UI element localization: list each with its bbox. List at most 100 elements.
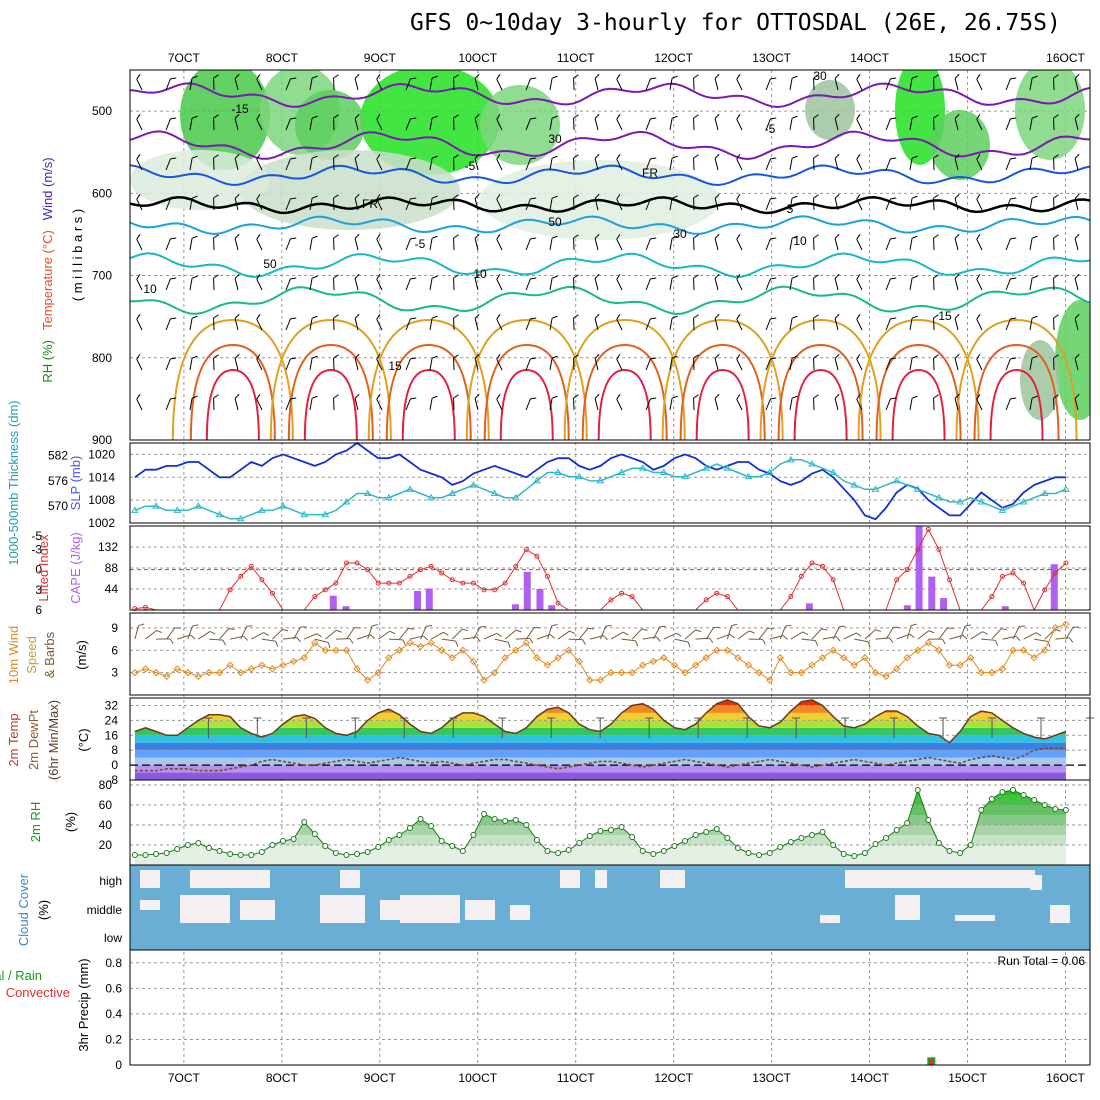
wind-barb <box>954 393 960 411</box>
wind-barb <box>1053 274 1059 291</box>
rh-point <box>756 852 763 858</box>
wind-barb <box>885 397 897 411</box>
precip-tick: 0.4 <box>105 1007 122 1021</box>
wind-barb <box>256 274 263 291</box>
temp-ylabel-2: 2m DewPt <box>26 710 41 770</box>
temp-contour-5 <box>130 215 1090 236</box>
wind-speed-point <box>459 646 467 654</box>
wind-barb <box>909 75 918 91</box>
rh-point <box>935 840 942 846</box>
wind-barb <box>549 395 558 411</box>
lifted-index-point <box>418 567 424 573</box>
wind-speed-point <box>363 676 372 684</box>
wind-barb <box>573 154 579 171</box>
rh-point <box>258 849 265 855</box>
wind-barb <box>573 394 579 411</box>
x-tick-bottom: 8OCT <box>266 1071 299 1085</box>
rh-point <box>533 837 540 843</box>
wind-barb <box>834 233 840 251</box>
lifted-index-point <box>608 597 614 603</box>
x-tick-bottom: 7OCT <box>168 1071 201 1085</box>
wind-barb <box>234 153 240 171</box>
wind-barb <box>616 274 623 291</box>
clear-sky-block <box>340 870 360 888</box>
thickness-marker <box>384 493 393 501</box>
wind-barb <box>1029 315 1038 331</box>
wind-speed-point <box>850 661 859 669</box>
rh-point <box>1031 797 1038 803</box>
rh-point <box>459 848 466 854</box>
wind-speed-point <box>247 665 255 673</box>
wind-speed-point <box>861 654 869 662</box>
lifted-index-point <box>894 577 900 583</box>
thickness-marker <box>321 510 330 518</box>
rh-point <box>925 817 932 823</box>
surface-temp-contour <box>661 318 784 440</box>
wind-barb <box>1074 193 1080 211</box>
wind-barb <box>813 114 819 131</box>
wind-barb <box>616 234 623 251</box>
wind-speed-point <box>924 639 933 647</box>
thickness-marker <box>173 506 182 513</box>
contour-label: 5 <box>787 202 794 216</box>
rh-point <box>660 848 667 854</box>
wind-barb <box>213 394 219 411</box>
pressure-tick: 700 <box>92 269 112 283</box>
lifted-index-point <box>545 573 551 579</box>
temp-ylabel-3: (6hr Min/Max) <box>46 700 61 780</box>
lifted-index-point <box>365 567 371 573</box>
precip-convective-bar <box>929 1059 934 1065</box>
thickness-marker <box>998 506 1007 513</box>
wind-speed-point <box>966 654 975 662</box>
clear-sky-block <box>400 895 460 923</box>
lifted-index-point <box>513 563 519 569</box>
wind-barb <box>515 637 534 644</box>
wind-barb <box>693 274 699 291</box>
wind-barb <box>429 395 438 411</box>
wind-barb <box>496 74 503 91</box>
wind-barb <box>256 314 263 331</box>
lifted-index-point <box>460 580 466 586</box>
wind-barb <box>594 193 600 211</box>
wind-barb <box>251 632 269 640</box>
wind-barb <box>1053 354 1059 371</box>
clear-sky-block <box>140 900 160 910</box>
wind-barb <box>789 75 798 91</box>
wind-barb <box>285 357 297 371</box>
wind-barb <box>758 627 774 640</box>
wind-barb <box>599 624 612 640</box>
wind-barb <box>834 153 840 171</box>
wind-barb <box>573 194 579 211</box>
slp-tick: 1008 <box>88 493 115 507</box>
wind-barb <box>376 314 383 331</box>
wind-barb <box>376 234 383 251</box>
cape-bar <box>425 588 433 610</box>
wind-barb <box>1074 353 1080 371</box>
x-tick-top: 15OCT <box>948 51 987 65</box>
rh-band <box>134 790 1066 795</box>
wind-barb <box>789 235 798 251</box>
rh-point <box>629 834 636 840</box>
wind-barb <box>1005 397 1017 411</box>
wind-barb <box>864 629 882 640</box>
wind-barb <box>970 631 988 640</box>
wind-speed-point <box>977 668 985 677</box>
wind-barb <box>165 117 177 131</box>
wind-yunits: (m/s) <box>74 640 89 670</box>
rh-tick: 80 <box>99 778 113 792</box>
rh-point <box>914 787 921 793</box>
x-tick-top: 7OCT <box>168 51 201 65</box>
rh-point <box>512 817 519 823</box>
wind-barb <box>473 626 487 640</box>
wind-barb <box>669 235 678 251</box>
lifted-index-point <box>947 577 953 583</box>
rh-point <box>904 820 911 826</box>
wind-barb <box>856 194 863 211</box>
wind-barb <box>1012 625 1025 640</box>
wind-barb <box>405 197 417 211</box>
wind-barb <box>213 114 219 131</box>
surface-temp-contour <box>287 343 374 440</box>
cape-bar <box>928 576 936 610</box>
wind-speed-point <box>162 672 171 681</box>
wind-barb <box>933 314 939 331</box>
